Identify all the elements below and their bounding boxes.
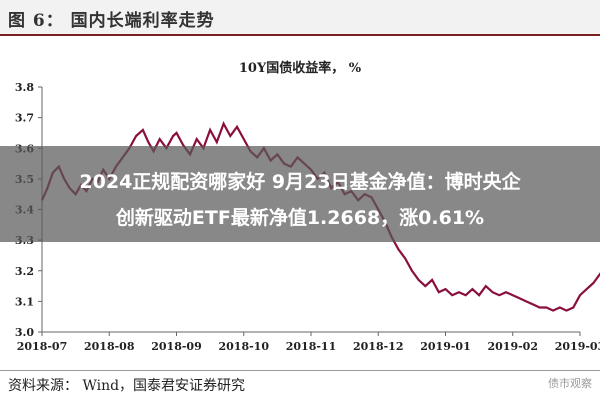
x-tick-label: 2019-02 (488, 340, 539, 353)
header-rule (0, 34, 600, 36)
headline-line-1: 2024正规配资哪家好 9月23日基金净值：博时央企 (79, 171, 521, 193)
footer-rule (0, 370, 600, 371)
x-tick-label: 2019-01 (420, 340, 471, 353)
y-tick-label: 3.0 (15, 326, 34, 339)
x-tick-label: 2018-07 (17, 340, 68, 353)
y-tick-label: 3.8 (15, 81, 34, 94)
figure-header: 图 6： 国内长端利率走势 (0, 0, 600, 34)
x-tick-label: 2018-10 (219, 340, 270, 353)
headline-line-2: 创新驱动ETF最新净值1.2668，涨0.61% (115, 207, 485, 229)
y-tick-label: 3.2 (15, 265, 34, 278)
x-tick-label: 2019-03 (555, 340, 600, 353)
x-tick-label: 2018-12 (353, 340, 404, 353)
x-tick-label: 2018-09 (151, 340, 202, 353)
y-tick-label: 3.1 (15, 295, 34, 308)
x-tick-label: 2018-08 (84, 340, 135, 353)
headline-overlay (0, 146, 600, 242)
watermark-text: 债市观察 (548, 377, 592, 390)
y-tick-label: 3.7 (15, 112, 34, 125)
chart-title: 10Y国债收益率， % (239, 60, 362, 76)
x-tick-label: 2018-11 (286, 340, 337, 353)
figure-title: 图 6： 国内长端利率走势 (8, 11, 215, 31)
source-note: 资料来源： Wind，国泰君安证券研究 (8, 378, 246, 394)
